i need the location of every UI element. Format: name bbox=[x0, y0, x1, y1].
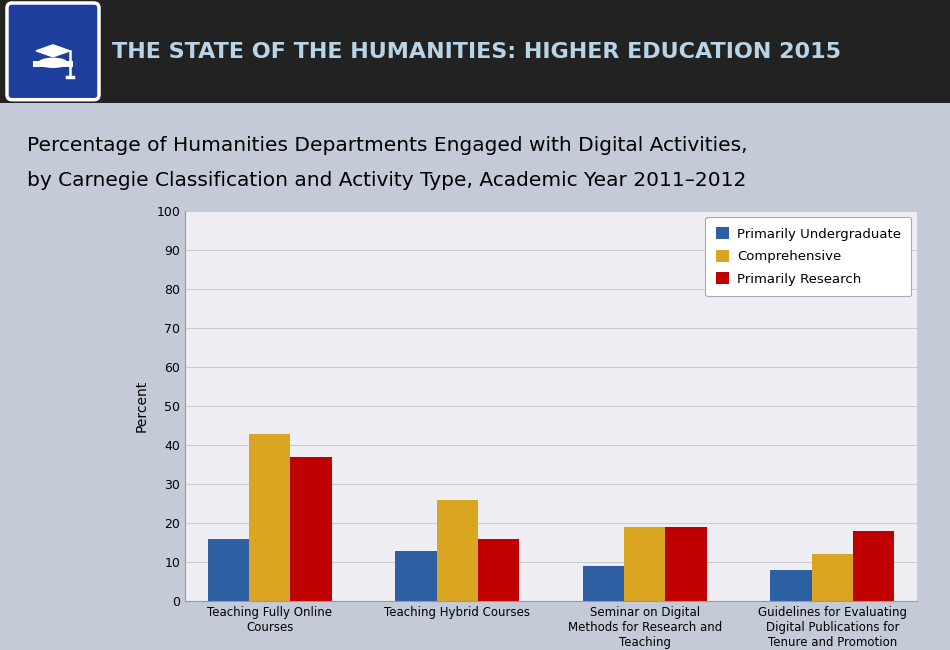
Bar bbox=[770, 570, 811, 601]
Bar bbox=[478, 539, 519, 601]
Bar bbox=[583, 566, 624, 601]
Bar bbox=[291, 457, 332, 601]
Bar bbox=[395, 551, 437, 601]
Text: Percentage of Humanities Departments Engaged with Digital Activities,: Percentage of Humanities Departments Eng… bbox=[27, 136, 748, 155]
Bar bbox=[665, 527, 707, 601]
Text: THE STATE OF THE HUMANITIES: HIGHER EDUCATION 2015: THE STATE OF THE HUMANITIES: HIGHER EDUC… bbox=[112, 42, 841, 62]
Bar bbox=[811, 554, 853, 601]
Polygon shape bbox=[36, 45, 70, 57]
Bar bbox=[437, 500, 478, 601]
Ellipse shape bbox=[39, 58, 67, 68]
Y-axis label: Percent: Percent bbox=[134, 380, 148, 432]
Bar bbox=[208, 539, 249, 601]
Bar bbox=[853, 531, 894, 601]
Bar bbox=[624, 527, 665, 601]
Bar bbox=[249, 434, 291, 601]
FancyBboxPatch shape bbox=[7, 3, 99, 99]
Text: by Carnegie Classification and Activity Type, Academic Year 2011–2012: by Carnegie Classification and Activity … bbox=[27, 171, 746, 190]
Legend: Primarily Undergraduate, Comprehensive, Primarily Research: Primarily Undergraduate, Comprehensive, … bbox=[705, 216, 911, 296]
Bar bbox=[33, 61, 73, 67]
